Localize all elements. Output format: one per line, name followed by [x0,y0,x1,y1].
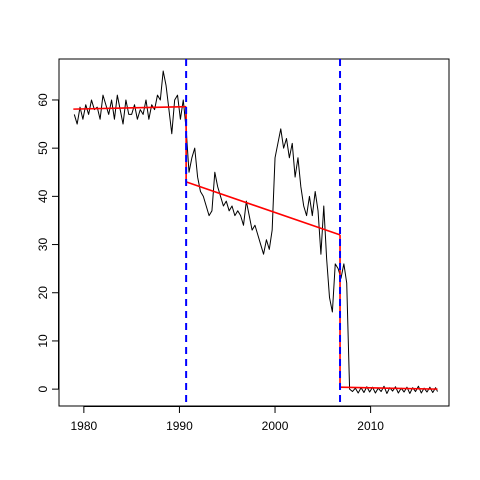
x-tick-label: 2010 [357,419,384,433]
x-tick-label: 2000 [262,419,289,433]
y-tick-label: 40 [36,189,50,203]
fit-segment [340,386,438,390]
x-tick-label: 1990 [166,419,193,433]
y-tick-label: 30 [36,238,50,252]
y-tick-label: 50 [36,141,50,155]
y-tick-label: 20 [36,286,50,300]
series-line [73,70,438,394]
plot-area [73,59,438,406]
x-tick-label: 1980 [71,419,98,433]
y-tick-label: 60 [36,93,50,107]
plot-frame [58,58,450,407]
x-axis: 1980 1990 2000 2010 [71,406,384,433]
y-tick-label: 0 [36,385,50,392]
fit-segment [185,181,341,236]
y-tick-label: 10 [36,334,50,348]
y-axis: 0 10 20 30 40 50 60 [36,93,59,392]
fit-segment [73,105,187,110]
